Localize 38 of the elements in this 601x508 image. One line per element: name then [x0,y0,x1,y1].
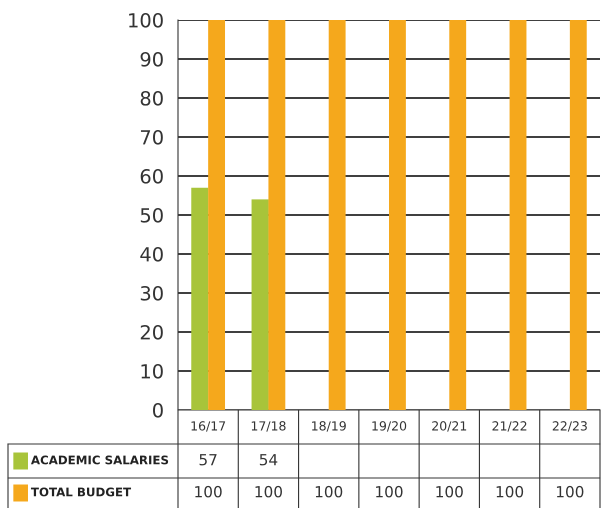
x-tick-label: 21/22 [492,421,526,432]
legend-label: ACADEMIC SALARIES [30,455,168,464]
data-label: 100 [436,486,463,498]
y-tick-label: 60 [140,168,163,184]
bar [389,20,406,410]
bar [252,199,268,410]
x-tick-label: 19/20 [372,421,406,432]
bar [510,20,526,410]
bar [191,188,208,410]
bar [268,20,286,410]
data-label: 100 [496,486,524,498]
y-tick-label: 30 [140,286,163,301]
x-tick-label: 20/21 [432,421,466,432]
legend-label: TOTAL BUDGET [30,487,132,496]
x-tick-label: 22/23 [552,421,587,432]
y-tick-label: 0 [153,402,163,418]
data-label: 100 [556,486,584,498]
data-label: 100 [316,486,342,498]
data-label: 100 [376,486,403,498]
bar [328,20,346,410]
data-label: 100 [256,486,282,498]
x-tick-label: 16/17 [192,421,226,432]
y-tick-label: 10 [142,364,163,379]
x-tick-label: 18/19 [312,421,346,432]
bar [570,20,587,410]
data-label: 57 [200,454,217,466]
data-label: 54 [260,454,278,466]
y-tick-label: 80 [140,90,163,106]
data-label: 100 [195,486,222,498]
y-tick-label: 100 [129,12,163,28]
x-tick-label: 17/18 [252,421,286,432]
bar [449,20,466,410]
y-tick-label: 20 [140,324,163,340]
y-tick-label: 70 [140,130,163,145]
bar [208,20,226,410]
y-tick-label: 50 [140,208,163,223]
y-tick-label: 90 [140,52,163,67]
y-tick-label: 40 [140,246,163,262]
